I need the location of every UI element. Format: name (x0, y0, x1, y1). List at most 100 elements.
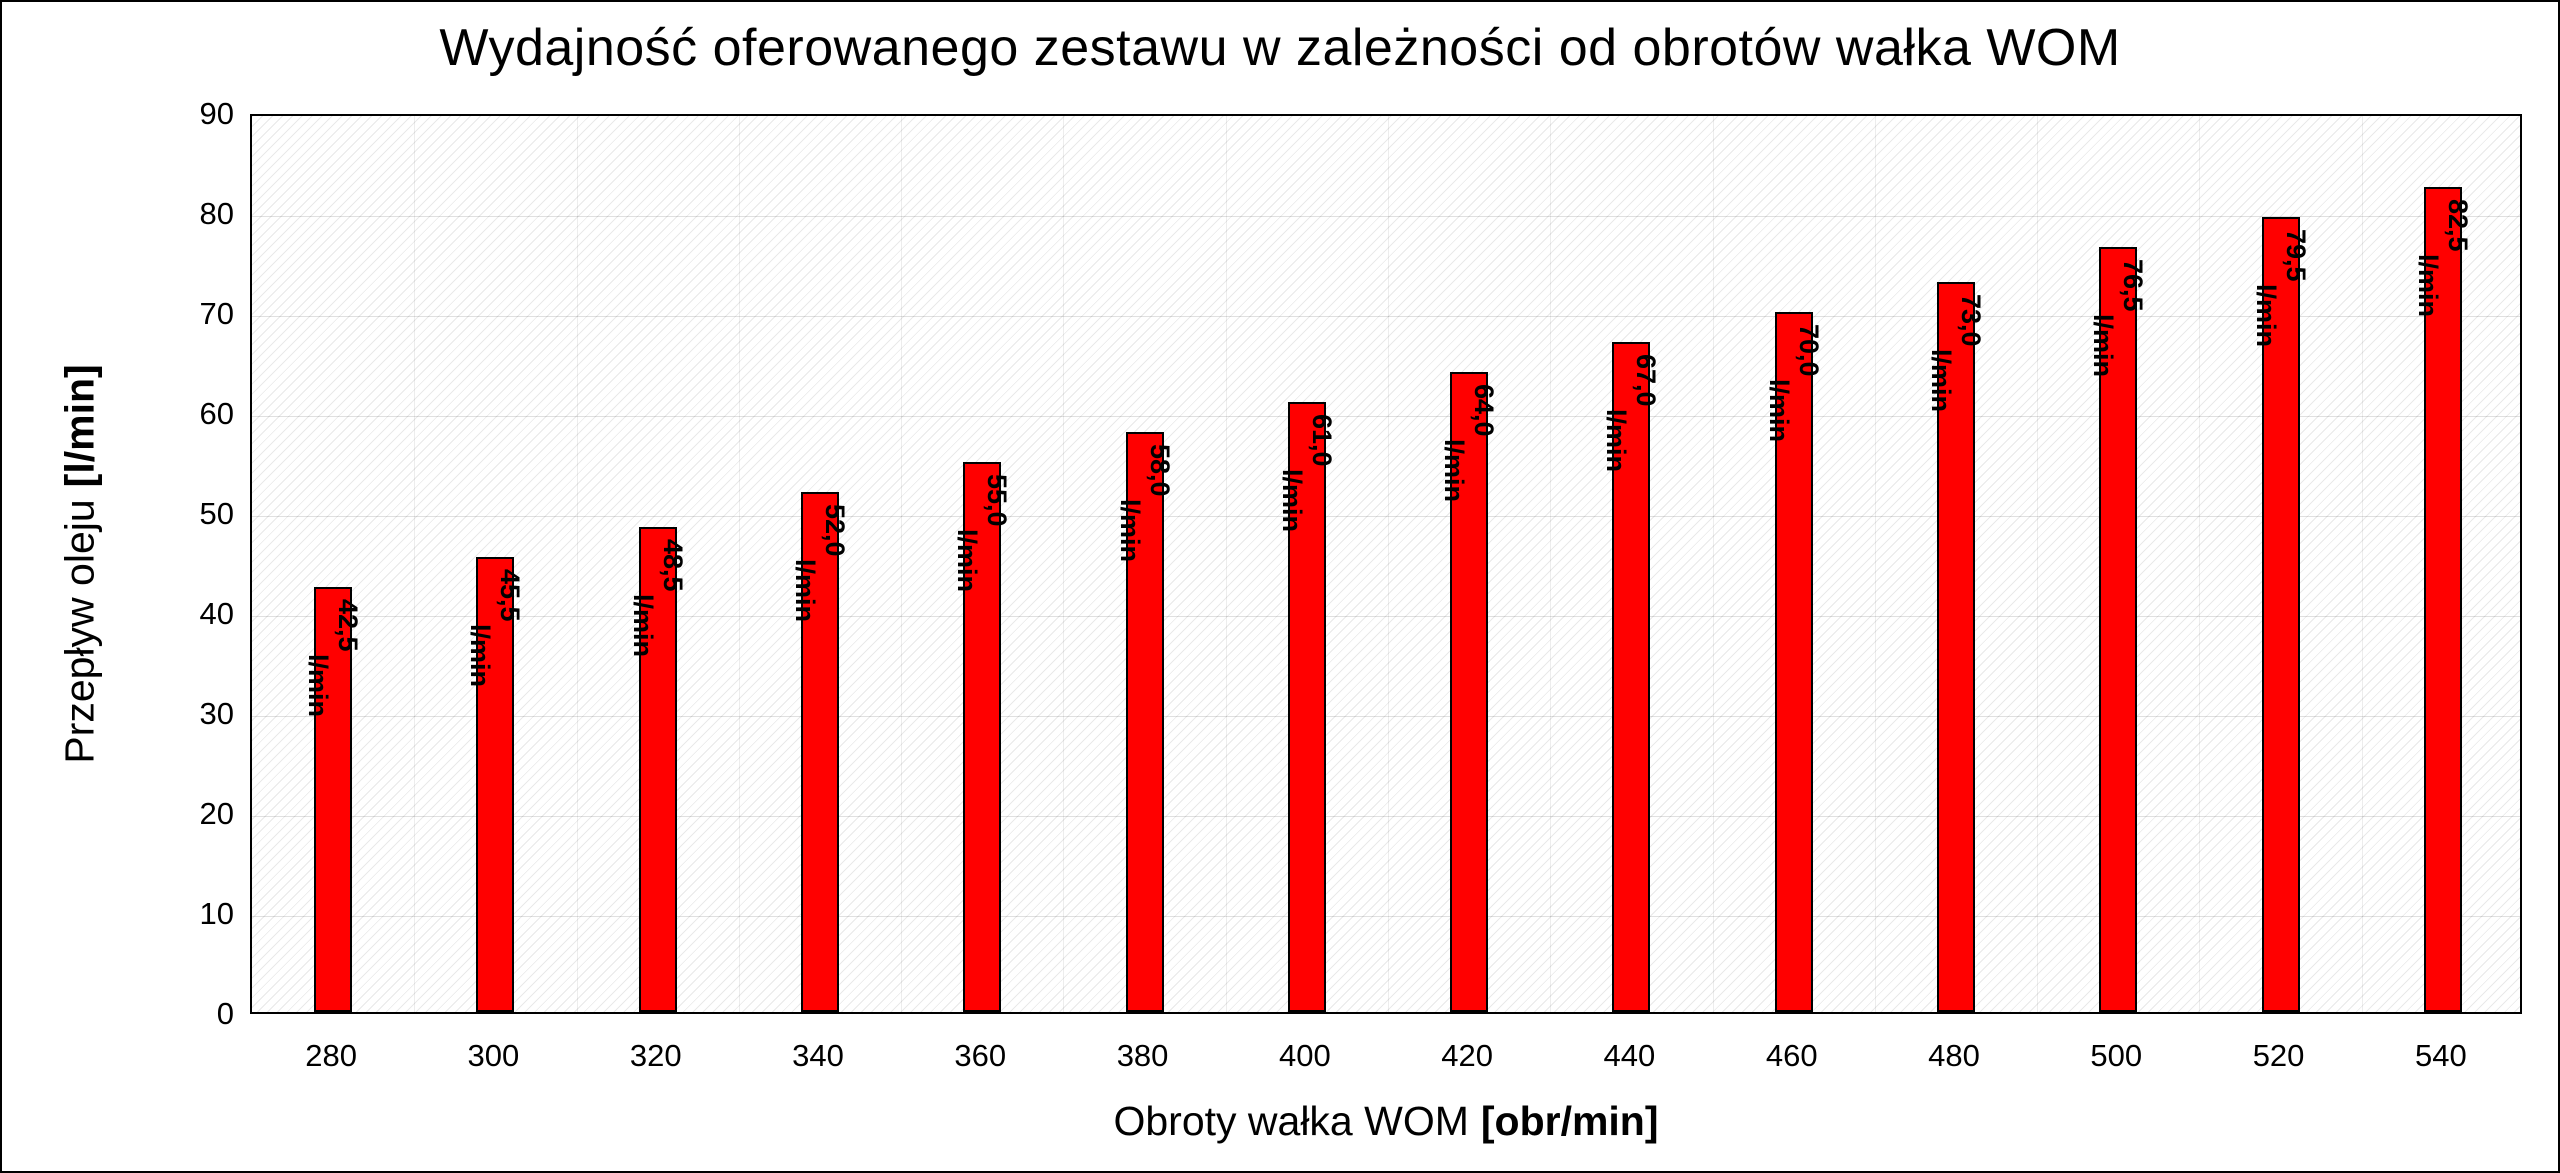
gridline-vertical (1875, 116, 1876, 1012)
gridline-horizontal (252, 516, 2520, 517)
bar-value-number: 67,0 (1631, 354, 1662, 407)
y-tick-label: 50 (199, 496, 234, 531)
bar-value-label: 76,5 l/min (2088, 259, 2148, 377)
bar-value-label: 70,0 l/min (1764, 324, 1824, 442)
bar-value-label: 79,5 l/min (2251, 229, 2311, 347)
bar-value-label: 45,5 l/min (465, 569, 525, 687)
bar-value-unit: l/min (1601, 409, 1631, 473)
plot-area: 42,5 l/min 45,5 l/min 48,5 l/min 52,0 l/min 55,0… (250, 114, 2522, 1014)
bar-value-unit: l/min (303, 654, 333, 718)
bar: 58,0 l/min (1115, 432, 1175, 1012)
bar: 64,0 l/min (1439, 372, 1499, 1012)
bar: 82,5 l/min (2413, 187, 2473, 1012)
bar-value-label: 61,0 l/min (1277, 414, 1337, 532)
chart-title: Wydajność oferowanego zestawu w zależnoś… (439, 19, 2121, 77)
bar-value-unit: l/min (2088, 314, 2118, 378)
bar: 55,0 l/min (952, 462, 1012, 1012)
bar: 73,0 l/min (1926, 282, 1986, 1012)
bar-value-label: 82,5 l/min (2413, 199, 2473, 317)
x-tick-label: 480 (1928, 1038, 1980, 1073)
bar-value-unit: l/min (2251, 284, 2281, 348)
bar: 52,0 l/min (790, 492, 850, 1012)
y-tick-label: 0 (216, 996, 234, 1031)
x-tick-label: 320 (629, 1038, 682, 1073)
bar-value-number: 73,0 (1956, 294, 1987, 347)
y-tick-label: 90 (199, 96, 234, 131)
x-axis-title: Obroty wałka WOM [obr/min] (250, 1098, 2522, 1145)
bar-value-unit: l/min (952, 529, 982, 593)
y-axis-title-unit: [l/min] (56, 364, 103, 488)
bar-value-unit: l/min (628, 594, 658, 658)
gridline-vertical (739, 116, 740, 1012)
bar-value-label: 73,0 l/min (1926, 294, 1986, 412)
gridline-horizontal (252, 616, 2520, 617)
bar-value-number: 45,5 (495, 569, 526, 622)
gridline-vertical (901, 116, 902, 1012)
bar-value-unit: l/min (1115, 499, 1145, 563)
y-tick-label: 30 (199, 696, 234, 731)
gridline-horizontal (252, 316, 2520, 317)
bar-value-label: 52,0 l/min (790, 504, 850, 622)
bar-value-number: 55,0 (982, 474, 1013, 527)
bar-value-number: 61,0 (1307, 414, 1338, 467)
bar-value-number: 52,0 (820, 504, 851, 557)
bar-value-number: 42,5 (333, 599, 364, 652)
gridline-horizontal (252, 216, 2520, 217)
gridline-vertical (1226, 116, 1227, 1012)
gridline-horizontal (252, 416, 2520, 417)
bar-value-label: 64,0 l/min (1439, 384, 1499, 502)
y-axis-title: Przepływ oleju [l/min] (57, 364, 104, 763)
x-tick-label: 400 (1278, 1038, 1331, 1073)
bar-value-unit: l/min (1926, 349, 1956, 413)
bar-value-unit: l/min (1439, 439, 1469, 503)
gridline-vertical (414, 116, 415, 1012)
bar-value-unit: l/min (790, 559, 820, 623)
gridline-vertical (1713, 116, 1714, 1012)
gridline-vertical (2037, 116, 2038, 1012)
y-tick-label: 80 (199, 196, 234, 231)
gridline-vertical (1063, 116, 1064, 1012)
bar: 67,0 l/min (1601, 342, 1661, 1012)
x-axis-title-text: Obroty wałka WOM (1113, 1098, 1469, 1144)
x-tick-label: 460 (1765, 1038, 1818, 1073)
bar-value-unit: l/min (1764, 379, 1794, 443)
x-tick-label: 500 (2090, 1038, 2143, 1073)
bar-value-label: 67,0 l/min (1601, 354, 1661, 472)
x-tick-label: 540 (2414, 1038, 2467, 1073)
gridline-horizontal (252, 816, 2520, 817)
x-tick-label: 300 (467, 1038, 520, 1073)
x-tick-label: 340 (792, 1038, 844, 1073)
gridline-vertical (1388, 116, 1389, 1012)
bar: 42,5 l/min (303, 587, 363, 1012)
bar-value-unit: l/min (465, 624, 495, 688)
bar: 76,5 l/min (2088, 247, 2148, 1012)
y-tick-label: 40 (199, 596, 234, 631)
bar-value-number: 58,0 (1145, 444, 1176, 497)
y-tick-label: 60 (199, 396, 234, 431)
bar-value-label: 42,5 l/min (303, 599, 363, 717)
x-tick-label: 380 (1116, 1038, 1169, 1073)
bar-value-label: 48,5 l/min (628, 539, 688, 657)
bar-value-label: 58,0 l/min (1115, 444, 1175, 562)
x-axis-title-unit: [obr/min] (1480, 1098, 1659, 1144)
bar-value-unit: l/min (1277, 469, 1307, 533)
bar: 48,5 l/min (628, 527, 688, 1012)
bar-value-number: 79,5 (2281, 229, 2312, 282)
x-tick-label: 440 (1603, 1038, 1656, 1073)
bar-value-number: 70,0 (1794, 324, 1825, 377)
bar-value-label: 55,0 l/min (952, 474, 1012, 592)
gridline-horizontal (252, 716, 2520, 717)
gridline-vertical (577, 116, 578, 1012)
y-tick-label: 10 (199, 896, 234, 931)
gridline-vertical (2362, 116, 2363, 1012)
gridline-vertical (2199, 116, 2200, 1012)
y-tick-label: 20 (199, 796, 234, 831)
bar: 45,5 l/min (465, 557, 525, 1012)
x-tick-label: 360 (954, 1038, 1007, 1073)
bar: 61,0 l/min (1277, 402, 1337, 1012)
y-tick-label: 70 (199, 296, 234, 331)
bar-value-number: 82,5 (2443, 199, 2474, 252)
gridline-vertical (1550, 116, 1551, 1012)
gridline-horizontal (252, 916, 2520, 917)
